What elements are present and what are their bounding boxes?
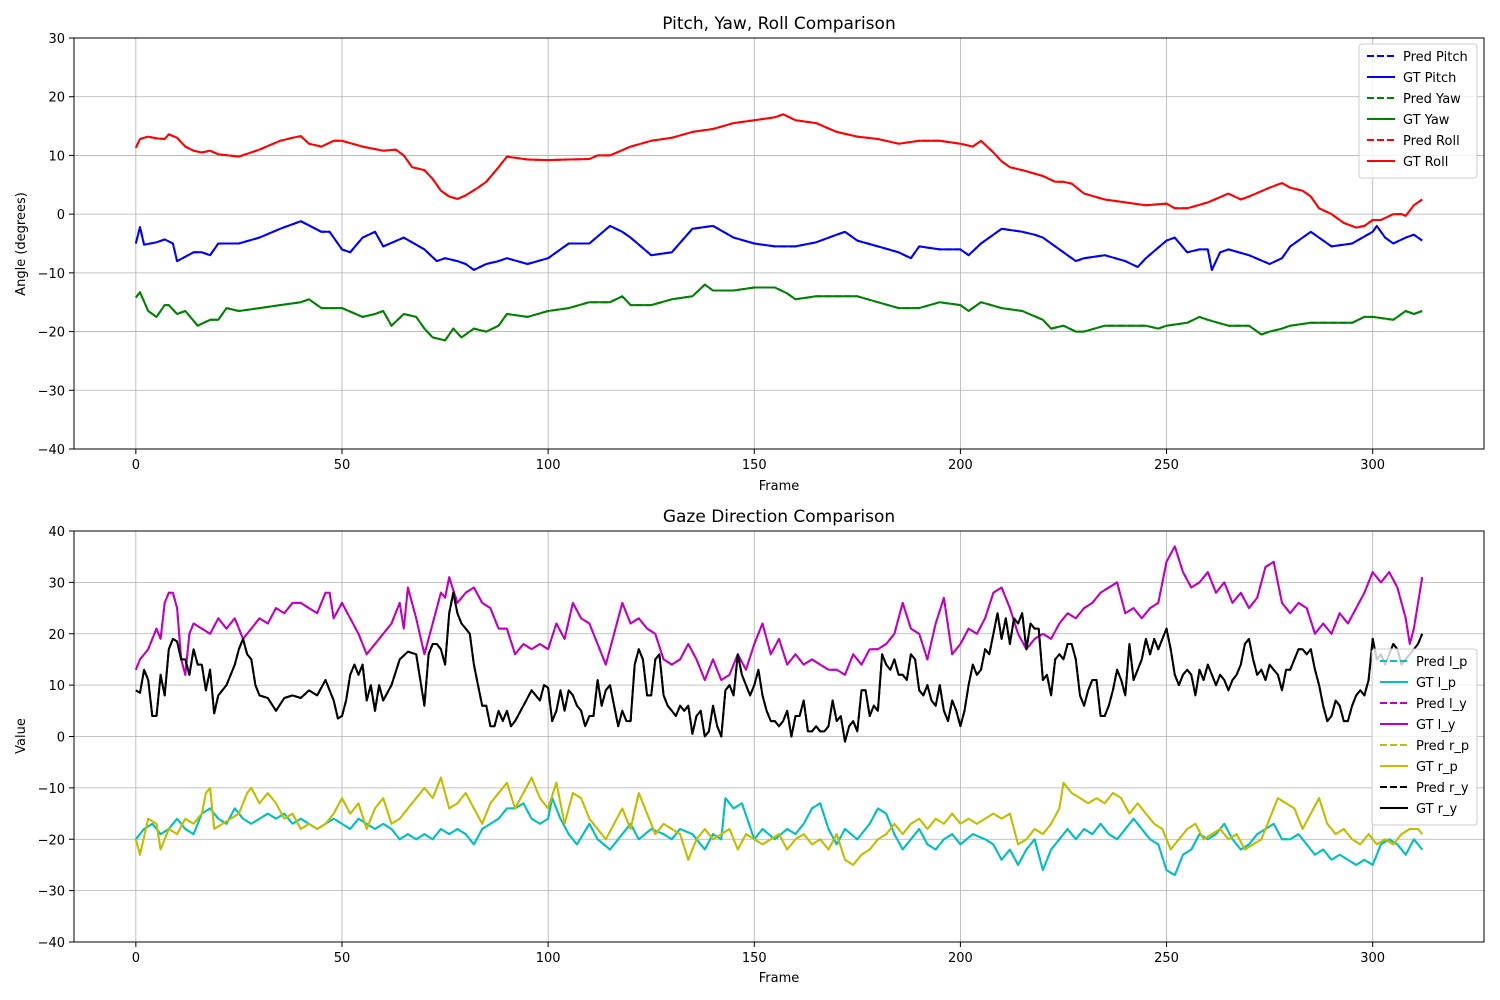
- y-tick-label: 20: [48, 628, 65, 643]
- legend-label: Pred l_y: [1416, 697, 1467, 712]
- x-axis-label: Frame: [759, 479, 800, 494]
- gt-l-p-line: [135, 797, 1423, 877]
- gt-r-y-line: [135, 591, 1424, 743]
- gt-r-p-line: [134, 776, 1423, 866]
- chart-title: Pitch, Yaw, Roll Comparison: [662, 14, 895, 34]
- gt-roll-line: [134, 113, 1423, 229]
- x-tick-label: 100: [536, 458, 561, 473]
- x-tick-label: 300: [1360, 458, 1385, 473]
- gt-l-y-line: [134, 545, 1424, 681]
- gaze-chart: Gaze Direction Comparison Frame Value 0 5…: [14, 507, 1485, 986]
- x-tick-label: 100: [536, 951, 561, 966]
- legend-label: GT r_y: [1416, 802, 1458, 817]
- y-tick-label: 20: [48, 91, 65, 106]
- y-tick-label: 10: [48, 149, 65, 164]
- x-tick-label: 0: [132, 951, 140, 966]
- x-tick-label: 250: [1154, 458, 1179, 473]
- legend-label: Pred r_p: [1416, 739, 1469, 754]
- y-axis-label: Value: [14, 718, 29, 754]
- legend-label: GT l_y: [1416, 718, 1456, 733]
- y-axis-label: Angle (degrees): [14, 192, 29, 296]
- y-tick-label: −40: [38, 443, 65, 458]
- plot-frame: [73, 530, 1485, 943]
- y-tick-label: −10: [38, 782, 65, 797]
- x-tick-label: 300: [1360, 951, 1385, 966]
- y-tick-label: −20: [38, 833, 65, 848]
- x-tick-label: 0: [132, 458, 140, 473]
- x-tick-label: 200: [948, 951, 973, 966]
- y-tick-label: 10: [48, 679, 65, 694]
- y-tick-label: 40: [48, 525, 65, 540]
- gt-yaw-line: [135, 283, 1423, 342]
- x-tick-label: 50: [334, 951, 351, 966]
- legend-label: Pred Yaw: [1403, 92, 1461, 107]
- legend-label: GT l_p: [1416, 676, 1456, 691]
- x-tick-label: 50: [334, 458, 351, 473]
- x-axis-label: Frame: [759, 971, 800, 986]
- x-tick-label: 200: [948, 458, 973, 473]
- legend-label: GT r_p: [1416, 760, 1458, 775]
- y-tick-label: −30: [38, 885, 65, 900]
- y-tick-label: 30: [48, 32, 65, 47]
- legend-label: Pred r_y: [1416, 781, 1469, 796]
- y-tick-label: −40: [38, 936, 65, 951]
- y-tick-label: 30: [48, 576, 65, 591]
- y-tick-label: 0: [57, 208, 65, 223]
- pose-chart: Pitch, Yaw, Roll Comparison Frame Angle …: [14, 14, 1485, 494]
- x-tick-label: 150: [742, 458, 767, 473]
- y-tick-label: −10: [38, 267, 65, 282]
- legend-box: [1371, 648, 1478, 826]
- legend-label: Pred Roll: [1403, 134, 1460, 149]
- x-tick-label: 150: [742, 951, 767, 966]
- legend-label: Pred Pitch: [1403, 50, 1468, 65]
- gt-pitch-line: [134, 220, 1423, 271]
- legend-label: GT Roll: [1403, 155, 1448, 170]
- chart-title: Gaze Direction Comparison: [663, 507, 895, 527]
- legend-label: GT Yaw: [1403, 113, 1450, 128]
- y-tick-label: 0: [57, 731, 65, 746]
- plot-frame: [73, 37, 1485, 450]
- x-tick-label: 250: [1154, 951, 1179, 966]
- legend-label: GT Pitch: [1403, 71, 1456, 86]
- y-tick-label: −30: [38, 384, 65, 399]
- y-tick-label: −20: [38, 326, 65, 341]
- legend-label: Pred l_p: [1416, 655, 1467, 670]
